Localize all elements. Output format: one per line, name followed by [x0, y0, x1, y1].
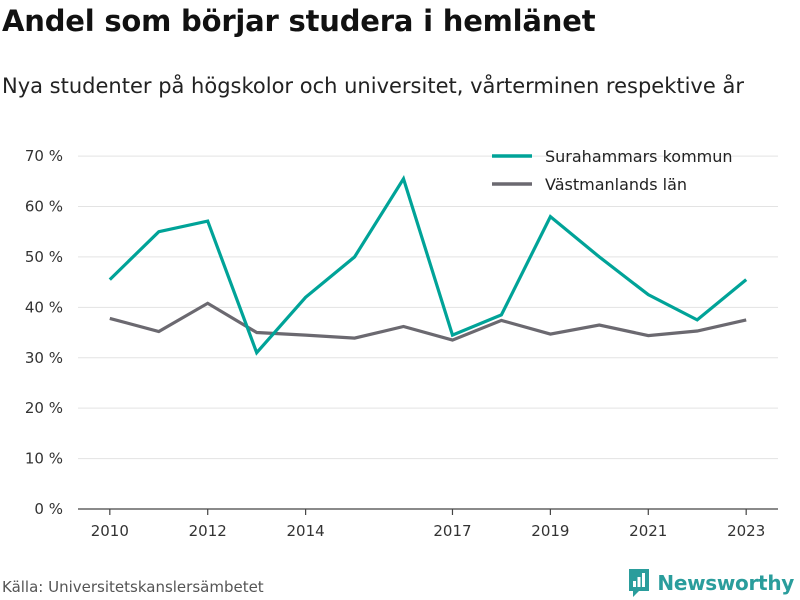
y-tick-label: 20 %: [25, 399, 63, 417]
y-tick-label: 40 %: [25, 298, 63, 316]
line-chart: 0 % 10 % 20 % 30 % 40 % 50 % 60 % 70 % 2010 2012…: [25, 147, 778, 540]
y-tick-label: 0 %: [34, 500, 63, 518]
x-tick-label: 2019: [531, 522, 569, 540]
chart-subtitle: Nya studenter på högskolor och universit…: [2, 74, 744, 98]
y-tick-label: 50 %: [25, 248, 63, 266]
x-tick-label: 2023: [727, 522, 765, 540]
legend-label: Västmanlands län: [545, 175, 687, 194]
x-tick-label: 2014: [287, 522, 325, 540]
series-lines: [108, 175, 748, 356]
legend: Surahammars kommun Västmanlands län: [492, 147, 733, 194]
series-line: [109, 301, 747, 342]
series-line: [108, 175, 748, 356]
chart-title: Andel som börjar studera i hemlänet: [2, 4, 596, 38]
y-tick-label: 10 %: [25, 450, 63, 468]
y-tick-label: 30 %: [25, 349, 63, 367]
x-tick-label: 2010: [91, 522, 129, 540]
newsworthy-logo-icon: [629, 569, 650, 597]
x-tick-label: 2017: [433, 522, 471, 540]
legend-label: Surahammars kommun: [545, 147, 733, 166]
x-tick-label: 2012: [189, 522, 227, 540]
y-tick-label: 60 %: [25, 198, 63, 216]
brand-name: Newsworthy: [657, 571, 794, 595]
grid-lines: [78, 155, 778, 460]
brand-logo: Newsworthy: [627, 567, 794, 599]
x-tick-label: 2021: [629, 522, 667, 540]
x-axis: 2010 2012 2014 2017 2019 2021 2023: [78, 508, 778, 540]
y-axis: 0 % 10 % 20 % 30 % 40 % 50 % 60 % 70 %: [25, 147, 63, 518]
y-tick-label: 70 %: [25, 147, 63, 165]
source-note: Källa: Universitetskanslersämbetet: [2, 578, 264, 596]
